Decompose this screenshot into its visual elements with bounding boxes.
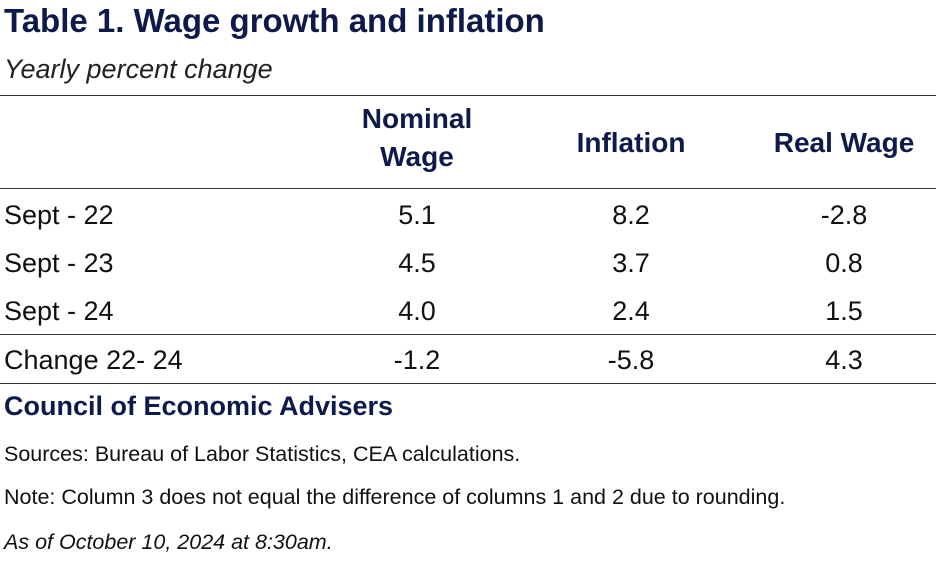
table-title: Table 1. Wage growth and inflation (4, 2, 545, 39)
nominal-wage-value: 5.1 (398, 200, 436, 230)
as-of-date: As of October 10, 2024 at 8:30am. (4, 530, 333, 554)
nominal-wage-change: -1.2 (393, 345, 441, 375)
row-label: Sept - 24 (4, 296, 114, 326)
table-row: Sept - 23 4.5 3.7 0.8 (0, 239, 936, 287)
column-header-nominal-line2: Wage (380, 141, 454, 172)
real-wage-value: -2.8 (820, 200, 868, 230)
row-label: Sept - 22 (4, 200, 114, 230)
change-row-label: Change 22- 24 (4, 345, 183, 375)
top-rule (0, 95, 936, 96)
inflation-value: 2.4 (612, 296, 650, 326)
column-header-nominal-wage: Nominal Wage (334, 100, 500, 176)
table-row: Sept - 22 5.1 8.2 -2.8 (0, 191, 936, 239)
bottom-rule (0, 383, 936, 384)
table-subtitle: Yearly percent change (4, 54, 273, 84)
inflation-value: 8.2 (612, 200, 650, 230)
real-wage-value: 1.5 (825, 296, 863, 326)
change-rule (0, 334, 936, 335)
row-label: Sept - 23 (4, 248, 114, 278)
organization-name: Council of Economic Advisers (4, 391, 394, 421)
column-header-nominal-line1: Nominal (361, 103, 473, 134)
change-row: Change 22- 24 -1.2 -5.8 4.3 (0, 336, 936, 384)
sources-note: Sources: Bureau of Labor Statistics, CEA… (4, 442, 521, 466)
column-header-inflation: Inflation (576, 127, 686, 158)
inflation-value: 3.7 (612, 248, 650, 278)
header-rule (0, 188, 936, 189)
table-row: Sept - 24 4.0 2.4 1.5 (0, 287, 936, 335)
column-header-real-wage: Real Wage (773, 127, 915, 158)
nominal-wage-value: 4.0 (398, 296, 436, 326)
rounding-note: Note: Column 3 does not equal the differ… (4, 485, 786, 509)
real-wage-change: 4.3 (825, 345, 863, 375)
real-wage-value: 0.8 (825, 248, 863, 278)
nominal-wage-value: 4.5 (398, 248, 436, 278)
inflation-change: -5.8 (607, 345, 655, 375)
